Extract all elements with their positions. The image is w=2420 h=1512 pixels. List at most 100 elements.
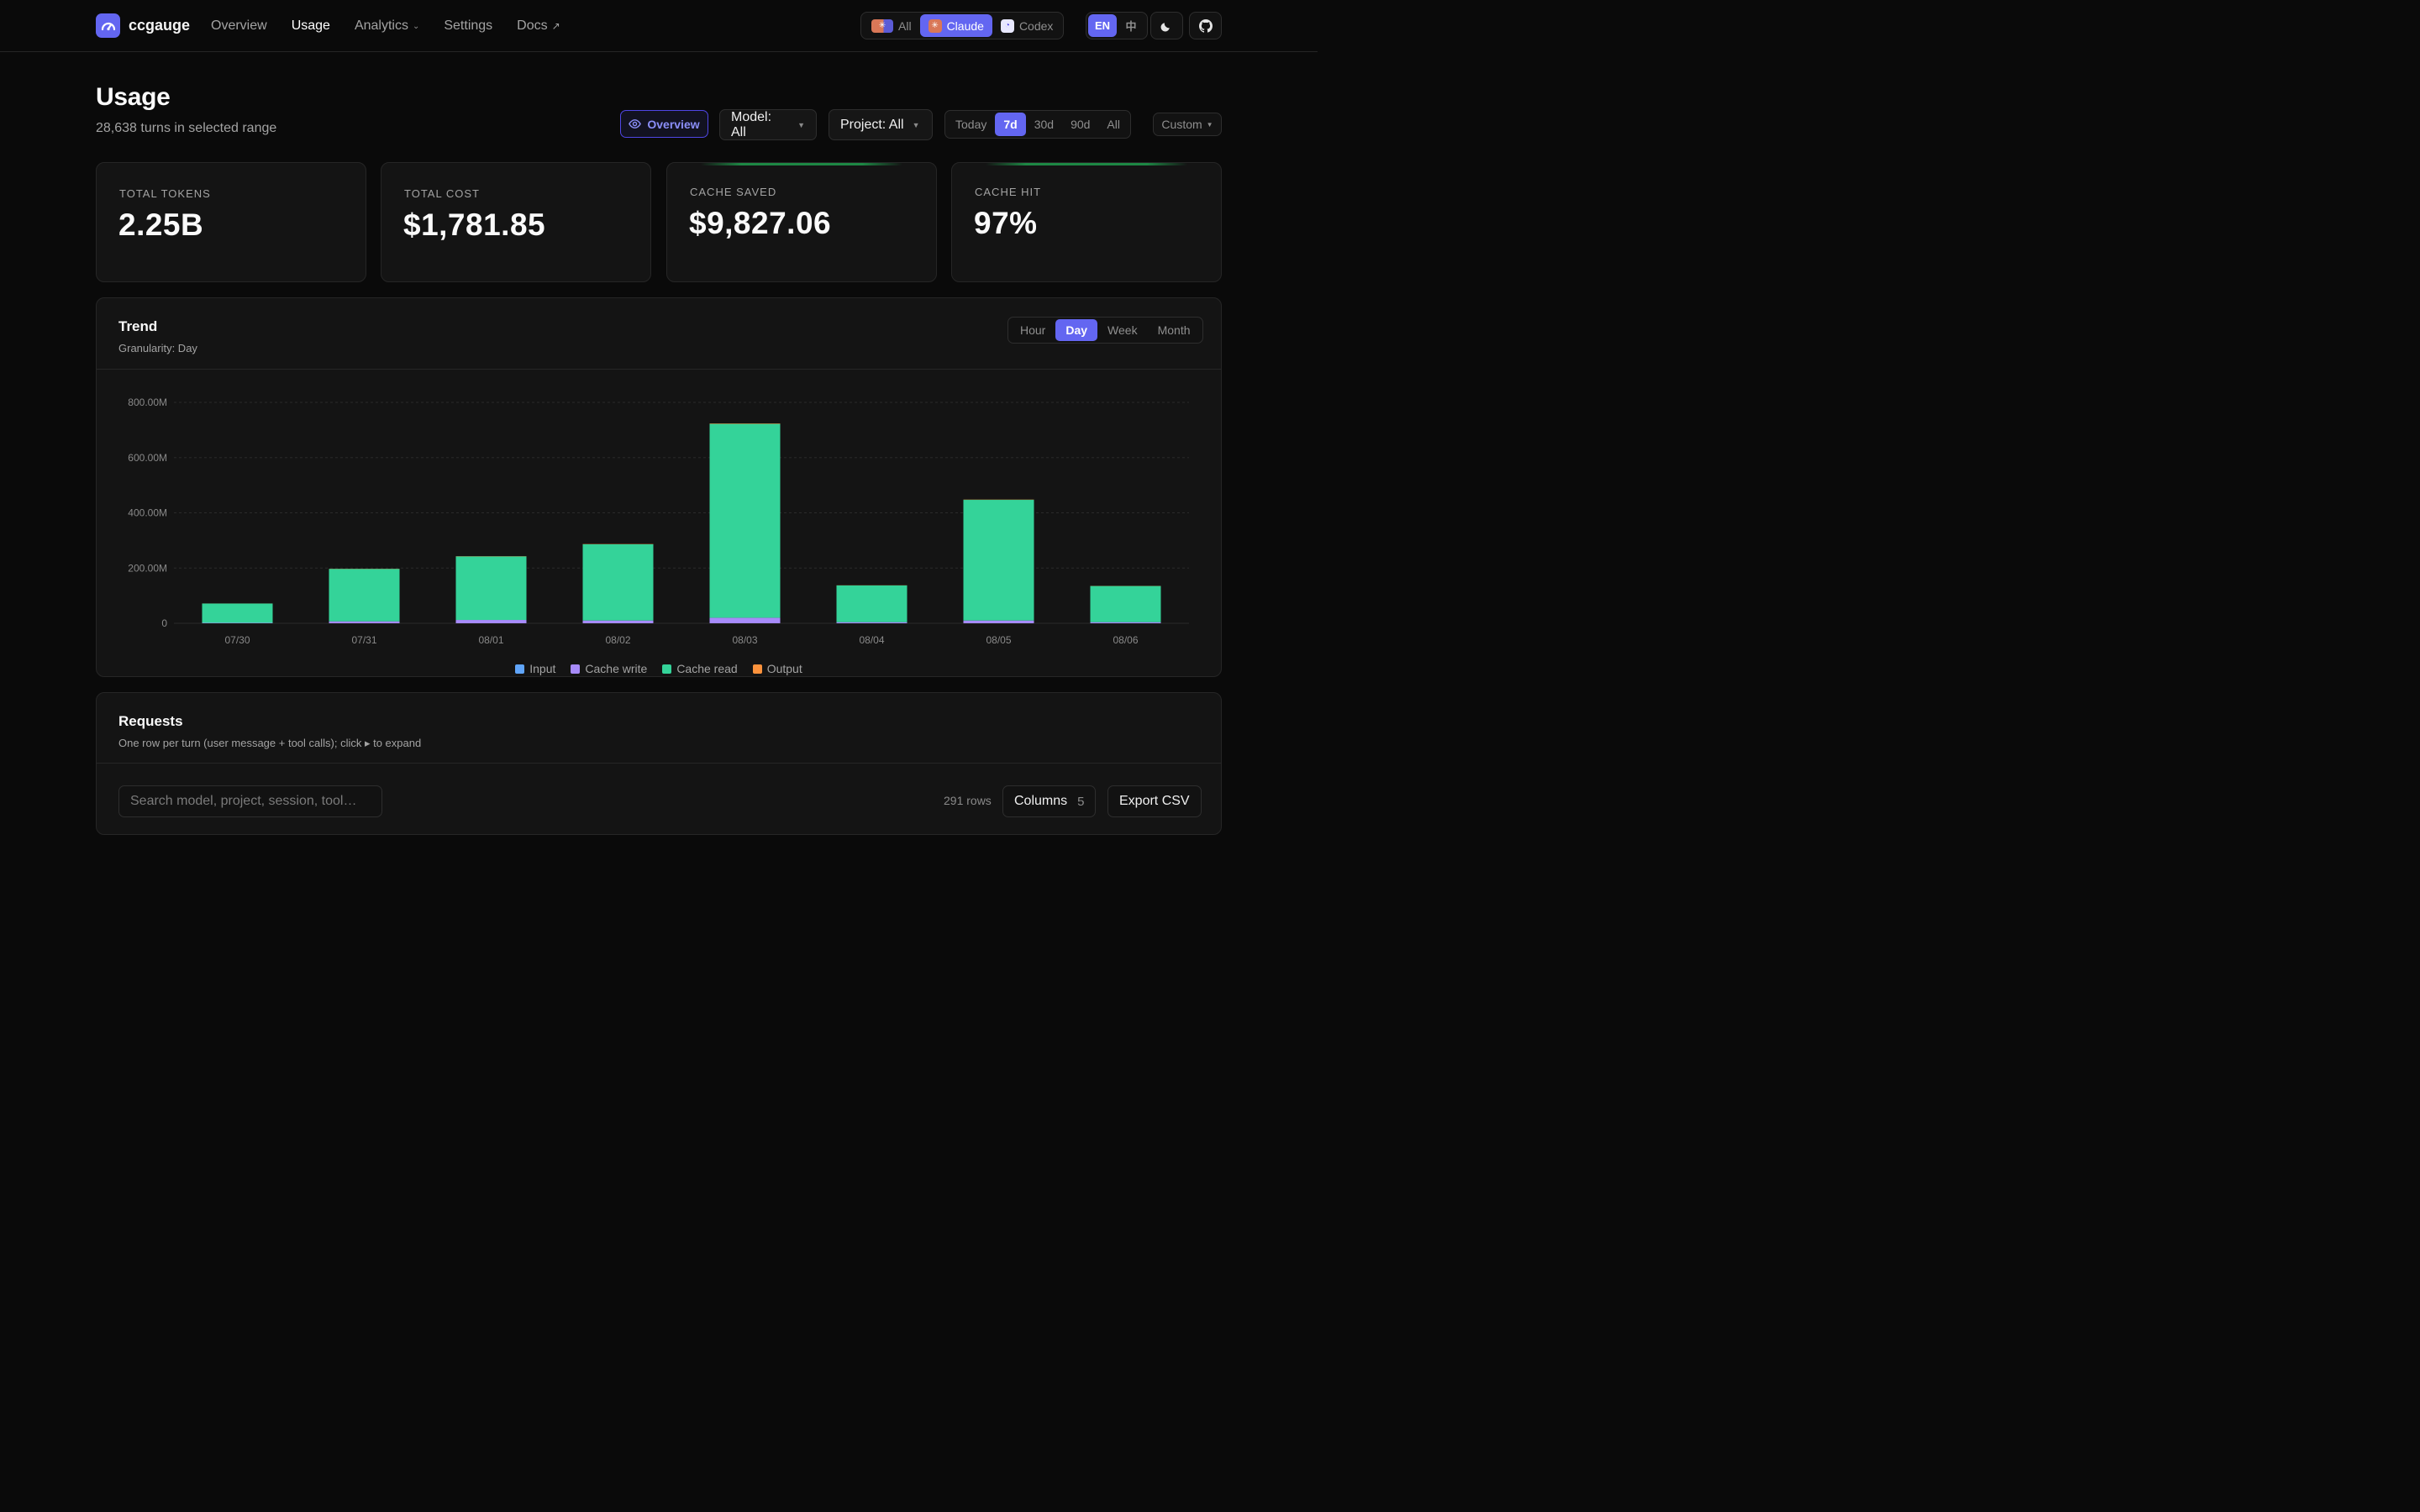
custom-range-button[interactable]: Custom ▼ xyxy=(1153,113,1222,136)
github-button[interactable] xyxy=(1189,12,1222,39)
range-all-button[interactable]: All xyxy=(1107,118,1120,131)
chevron-down-icon: ⌄ xyxy=(412,21,420,31)
legend-label: Input xyxy=(529,662,556,675)
gauge-logo-icon xyxy=(96,13,120,38)
bar-segment-cache-write xyxy=(329,621,400,623)
y-tick-label: 800.00M xyxy=(128,396,167,408)
project-filter-dropdown[interactable]: Project: All ▼ xyxy=(829,109,933,140)
legend-label: Output xyxy=(766,662,802,675)
chart-legend: Input Cache write Cache read Output xyxy=(97,662,1221,675)
x-tick-label: 07/31 xyxy=(351,634,376,646)
granularity-hour-button[interactable]: Hour xyxy=(1020,323,1046,337)
bar-segment-cache-read xyxy=(202,603,273,623)
github-icon xyxy=(1198,18,1213,33)
trend-subtitle: Granularity: Day xyxy=(118,342,197,354)
trend-panel-header: Trend Granularity: Day Hour Day Week Mon… xyxy=(97,298,1221,370)
tool-selector: ✳ All ✳ Claude ◔ Codex xyxy=(860,12,1065,39)
granularity-month-button[interactable]: Month xyxy=(1157,323,1191,337)
app-name: ccgauge xyxy=(129,17,191,34)
brand[interactable]: ccgauge xyxy=(96,13,190,38)
stat-label: TOTAL COST xyxy=(404,187,480,200)
range-30d-button[interactable]: 30d xyxy=(1034,118,1055,131)
language-selector: EN 中 xyxy=(1086,12,1148,39)
requests-search-input[interactable] xyxy=(118,785,382,817)
claude-icon: ✳ xyxy=(928,18,942,33)
bar-segment-cache-read xyxy=(329,569,400,622)
overview-button[interactable]: Overview xyxy=(620,110,708,138)
legend-swatch xyxy=(571,664,581,674)
bar-segment-cache-write xyxy=(836,622,908,623)
x-tick-label: 08/05 xyxy=(986,634,1011,646)
model-filter-label: Model: All xyxy=(731,109,772,139)
tool-codex-label: Codex xyxy=(1018,18,1054,33)
granularity-day-button[interactable]: Day xyxy=(1055,319,1098,341)
bar-segment-cache-write xyxy=(1090,622,1161,623)
bar-segment-cache-write xyxy=(963,620,1034,623)
columns-count-badge: 5 xyxy=(1077,794,1085,809)
legend-item[interactable]: Input xyxy=(515,662,555,675)
y-tick-label: 400.00M xyxy=(128,507,167,519)
columns-button-label: Columns xyxy=(1014,794,1068,808)
nav-usage[interactable]: Usage xyxy=(292,16,330,36)
nav-overview-label: Overview xyxy=(211,18,267,33)
legend-swatch xyxy=(752,664,762,674)
project-filter-label: Project: All xyxy=(840,117,904,132)
nav-settings[interactable]: Settings xyxy=(444,16,492,36)
highlight-bar xyxy=(986,163,1187,165)
x-tick-label: 08/04 xyxy=(859,634,884,646)
stat-card-cache-hit: CACHE HIT 97% xyxy=(951,162,1222,282)
stat-label: TOTAL TOKENS xyxy=(119,187,211,200)
bar-segment-cache-read xyxy=(963,500,1034,621)
tool-claude-label: Claude xyxy=(946,18,984,33)
export-csv-label: Export CSV xyxy=(1119,794,1190,808)
stat-value: $1,781.85 xyxy=(403,207,546,242)
bar-segment-cache-write xyxy=(709,617,781,623)
nav-analytics[interactable]: Analytics ⌄ xyxy=(355,16,419,36)
y-tick-label: 200.00M xyxy=(128,562,167,574)
export-csv-button[interactable]: Export CSV xyxy=(1107,785,1202,817)
x-tick-label: 08/03 xyxy=(732,634,757,646)
range-today-button[interactable]: Today xyxy=(955,118,987,131)
lang-zh-button[interactable]: 中 xyxy=(1125,20,1137,33)
granularity-selector: Hour Day Week Month xyxy=(1007,317,1203,344)
tool-claude-button[interactable]: ✳ Claude xyxy=(919,14,992,37)
bar-segment-cache-read xyxy=(1090,585,1161,622)
codex-icon: ◔ xyxy=(1000,18,1014,33)
tool-all-button[interactable]: ✳ All xyxy=(863,14,920,37)
x-tick-label: 07/30 xyxy=(224,634,250,646)
page-title: Usage xyxy=(96,83,171,111)
legend-swatch xyxy=(662,664,672,674)
range-7d-button[interactable]: 7d xyxy=(995,113,1026,136)
legend-item[interactable]: Cache write xyxy=(571,662,647,675)
tool-codex-button[interactable]: ◔ Codex xyxy=(992,14,1061,37)
caret-down-icon: ▼ xyxy=(1206,120,1213,129)
nav-overview[interactable]: Overview xyxy=(211,16,267,36)
stat-label: CACHE SAVED xyxy=(690,186,777,198)
requests-panel-header: Requests One row per turn (user message … xyxy=(97,693,1221,764)
main-nav: Overview Usage Analytics ⌄ Settings Docs ↗ xyxy=(211,16,560,36)
bar-segment-cache-read xyxy=(455,556,527,621)
legend-item[interactable]: Output xyxy=(752,662,802,675)
highlight-bar xyxy=(701,163,902,165)
granularity-week-button[interactable]: Week xyxy=(1107,323,1138,337)
requests-panel: Requests One row per turn (user message … xyxy=(96,692,1222,835)
all-tools-icon: ✳ xyxy=(871,18,893,33)
bar-segment-cache-read xyxy=(709,423,781,618)
legend-item[interactable]: Cache read xyxy=(662,662,738,675)
x-tick-label: 08/01 xyxy=(478,634,503,646)
range-90d-button[interactable]: 90d xyxy=(1071,118,1091,131)
nav-docs[interactable]: Docs ↗ xyxy=(517,16,560,36)
model-filter-dropdown[interactable]: Model: All ▼ xyxy=(719,109,817,140)
bar-segment-cache-write xyxy=(455,620,527,623)
y-tick-label: 0 xyxy=(161,617,167,629)
theme-toggle-button[interactable] xyxy=(1150,12,1183,39)
nav-analytics-label: Analytics xyxy=(354,18,408,33)
eye-icon xyxy=(629,119,642,129)
trend-panel: Trend Granularity: Day Hour Day Week Mon… xyxy=(96,297,1222,677)
caret-down-icon: ▼ xyxy=(912,120,920,129)
lang-en-button[interactable]: EN xyxy=(1088,14,1117,37)
columns-button[interactable]: Columns 5 xyxy=(1002,785,1097,817)
stat-value: 97% xyxy=(974,206,1038,240)
y-tick-label: 600.00M xyxy=(128,452,167,464)
top-navigation-bar: ccgauge Overview Usage Analytics ⌄ Settin… xyxy=(0,0,1318,52)
